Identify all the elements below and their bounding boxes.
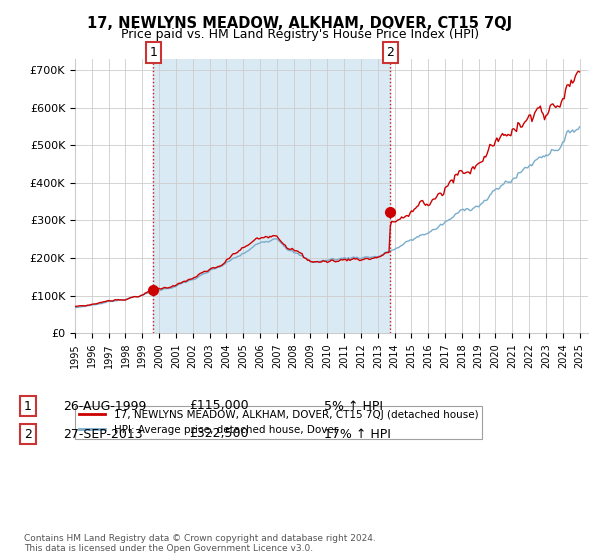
Text: 27-SEP-2013: 27-SEP-2013 xyxy=(63,427,143,441)
Text: £115,000: £115,000 xyxy=(189,399,248,413)
Text: 1: 1 xyxy=(24,399,32,413)
Text: Contains HM Land Registry data © Crown copyright and database right 2024.
This d: Contains HM Land Registry data © Crown c… xyxy=(24,534,376,553)
Legend: 17, NEWLYNS MEADOW, ALKHAM, DOVER, CT15 7QJ (detached house), HPI: Average price: 17, NEWLYNS MEADOW, ALKHAM, DOVER, CT15 … xyxy=(75,405,482,439)
Text: 2: 2 xyxy=(386,46,394,59)
Text: 26-AUG-1999: 26-AUG-1999 xyxy=(63,399,146,413)
Bar xyxy=(153,59,390,333)
Text: 17, NEWLYNS MEADOW, ALKHAM, DOVER, CT15 7QJ: 17, NEWLYNS MEADOW, ALKHAM, DOVER, CT15 … xyxy=(88,16,512,31)
Text: Price paid vs. HM Land Registry's House Price Index (HPI): Price paid vs. HM Land Registry's House … xyxy=(121,28,479,41)
Text: 2: 2 xyxy=(24,427,32,441)
Text: 1: 1 xyxy=(149,46,157,59)
Text: £322,500: £322,500 xyxy=(189,427,248,441)
Text: 5% ↑ HPI: 5% ↑ HPI xyxy=(324,399,383,413)
Text: 17% ↑ HPI: 17% ↑ HPI xyxy=(324,427,391,441)
